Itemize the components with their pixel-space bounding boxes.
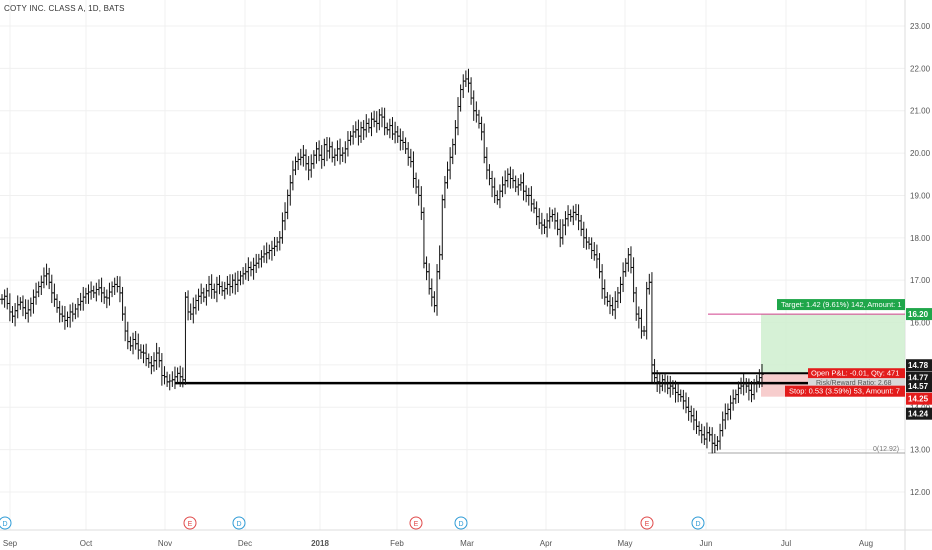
price-axis-label: 16.20	[908, 310, 929, 319]
x-tick-label: Jul	[781, 539, 791, 548]
price-axis-label: 14.24	[908, 410, 929, 419]
price-axis-badge	[906, 380, 932, 393]
x-tick-label: Mar	[460, 539, 474, 548]
dividend-marker-icon[interactable]	[232, 516, 246, 530]
y-tick-label: 20.00	[910, 149, 931, 158]
y-tick-label: 21.00	[910, 107, 931, 116]
event-marker-letter: E	[645, 521, 650, 528]
price-axis-label: 14.25	[908, 395, 929, 404]
y-tick-label: 16.00	[910, 319, 931, 328]
x-tick-label: 2018	[311, 539, 329, 548]
price-axis-badge	[906, 392, 932, 405]
y-tick-label: 22.00	[910, 64, 931, 73]
price-axis-badge	[906, 308, 932, 321]
dividend-marker-icon[interactable]	[0, 516, 12, 530]
x-tick-label: Jun	[700, 539, 713, 548]
x-tick-label: Aug	[859, 539, 873, 548]
dividend-marker-icon[interactable]	[691, 516, 705, 530]
target-zone	[761, 314, 905, 375]
y-tick-label: 12.00	[910, 488, 931, 497]
event-marker-letter: D	[458, 521, 463, 528]
earnings-marker-icon[interactable]	[640, 516, 654, 530]
rr-bg	[808, 378, 905, 388]
price-axis-badge	[906, 407, 932, 420]
event-marker-letter: D	[2, 521, 7, 528]
y-tick-label: 17.00	[910, 276, 931, 285]
open-pl-bg	[808, 368, 905, 379]
price-axis-label: 14.57	[908, 382, 929, 391]
x-tick-label: Apr	[540, 539, 553, 548]
y-tick-label: 19.00	[910, 191, 931, 200]
price-axis-label: 14.78	[908, 361, 929, 370]
event-marker-letter: D	[236, 521, 241, 528]
rr-label: Risk/Reward Ratio: 2.68	[816, 380, 892, 387]
x-tick-label: May	[617, 539, 632, 548]
target-label-bg	[777, 299, 905, 311]
x-tick-label: Nov	[158, 539, 172, 548]
chart-symbol-title: COTY INC. CLASS A, 1D, BATS	[4, 4, 125, 13]
event-marker-letter: E	[414, 521, 419, 528]
earnings-marker-icon[interactable]	[183, 516, 197, 530]
price-axis-label: 14.77	[908, 374, 929, 383]
open-pl-label: Open P&L: -0.01, Qty: 471	[811, 369, 899, 378]
target-label: Target: 1.42 (9.61%) 142, Amount: 1	[781, 300, 902, 309]
y-tick-label: 13.00	[910, 446, 931, 455]
event-marker-letter: D	[695, 521, 700, 528]
earnings-marker-icon[interactable]	[409, 516, 423, 530]
event-marker-letter: E	[188, 521, 193, 528]
price-axis-badge	[906, 359, 932, 372]
x-tick-label: Sep	[3, 539, 18, 548]
x-tick-label: Dec	[238, 539, 252, 548]
x-tick-label: Oct	[80, 539, 93, 548]
x-tick-label: Feb	[390, 539, 404, 548]
stop-label-bg	[785, 385, 905, 397]
y-tick-label: 23.00	[910, 22, 931, 31]
zero-line-label: 0(12.92)	[873, 446, 899, 453]
y-tick-label: 18.00	[910, 234, 931, 243]
stop-label: Stop: 0.53 (3.59%) 53, Amount: 7	[789, 387, 900, 396]
dividend-marker-icon[interactable]	[454, 516, 468, 530]
